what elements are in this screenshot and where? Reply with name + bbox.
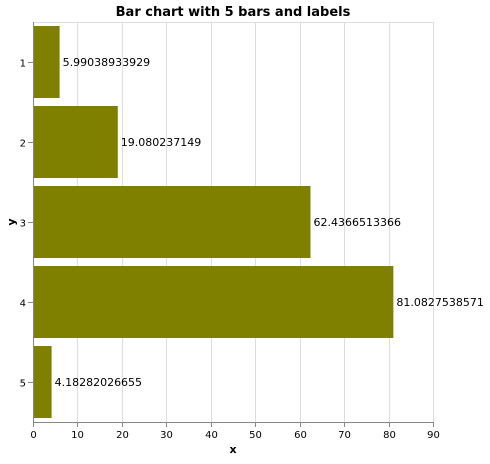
data-label: 5.99038933929 — [63, 56, 150, 69]
y-tick-label: 4 — [20, 299, 26, 310]
y-tick-label: 1 — [20, 59, 26, 70]
x-tick-label: 50 — [249, 430, 262, 441]
y-tick-label: 3 — [20, 219, 26, 230]
data-label: 19.080237149 — [121, 136, 201, 149]
x-tick-label: 10 — [71, 430, 84, 441]
y-axis-title: y — [5, 218, 18, 225]
x-tick-label: 60 — [294, 430, 307, 441]
chart-title: Bar chart with 5 bars and labels — [116, 5, 351, 20]
x-tick-label: 0 — [30, 430, 36, 441]
bars — [33, 26, 394, 418]
y-tick-label: 2 — [20, 139, 26, 150]
bar — [33, 346, 52, 418]
x-tick-label: 70 — [338, 430, 351, 441]
bar — [33, 106, 118, 178]
x-tick-label: 30 — [160, 430, 173, 441]
axes: 0 10 20 30 40 50 60 70 80 90 1 2 3 4 5 — [20, 22, 440, 441]
data-label: 81.0827538571 — [396, 296, 483, 309]
x-tick-label: 20 — [116, 430, 129, 441]
x-tick-label: 40 — [205, 430, 218, 441]
y-tick-label: 5 — [20, 379, 26, 390]
x-axis-title: x — [229, 443, 236, 456]
x-tick-label: 80 — [383, 430, 396, 441]
data-labels: 5.99038933929 19.080237149 62.4366513366 81… — [55, 56, 484, 389]
bar — [33, 26, 60, 98]
bar — [33, 186, 311, 258]
x-tick-label: 90 — [427, 430, 440, 441]
data-label: 4.18282026655 — [55, 376, 142, 389]
data-label: 62.4366513366 — [313, 216, 400, 229]
bar — [33, 266, 394, 338]
